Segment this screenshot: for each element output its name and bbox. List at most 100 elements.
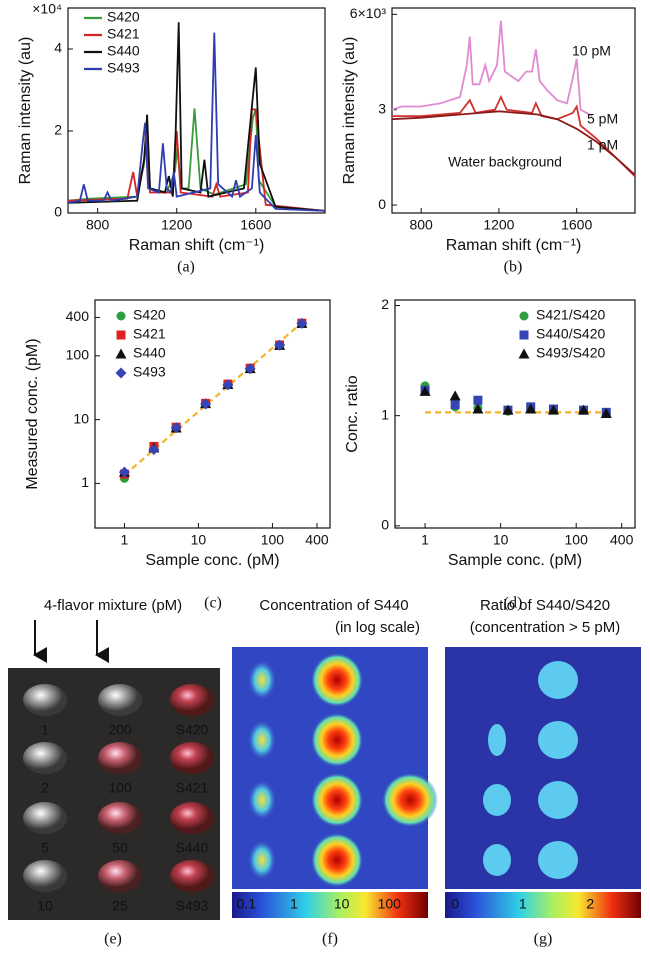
well xyxy=(23,742,67,774)
well-label: S440 xyxy=(176,840,209,856)
panel-letter: (f) xyxy=(322,931,338,948)
panel-subtitle: (concentration > 5 pM) xyxy=(470,619,621,636)
panel-letter: (e) xyxy=(104,931,122,948)
blob xyxy=(311,713,363,767)
panel-title: 4-flavor mixture (pM) xyxy=(44,597,182,614)
legend-label: S493/S420 xyxy=(536,345,605,361)
well xyxy=(170,802,214,834)
x-axis-label: Sample conc. (pM) xyxy=(448,552,582,569)
legend-swatch xyxy=(115,348,127,359)
legend-label: S440/S420 xyxy=(536,326,605,342)
marker xyxy=(600,407,612,418)
x-tick-label: 100 xyxy=(565,532,589,548)
x-tick-label: 400 xyxy=(305,532,329,548)
blob xyxy=(538,781,578,819)
well-label: S420 xyxy=(176,722,209,738)
well xyxy=(98,742,142,774)
x-tick-label: 1 xyxy=(121,532,129,548)
marker xyxy=(244,363,256,375)
legend-swatch xyxy=(116,330,126,340)
legend-label: S493 xyxy=(107,60,140,76)
marker xyxy=(525,403,537,414)
y-tick-label: 2 xyxy=(54,122,62,138)
colorbar-tick-label: 0 xyxy=(451,896,459,912)
marker xyxy=(473,395,483,405)
well-label: 200 xyxy=(108,722,132,738)
well xyxy=(170,684,214,716)
well xyxy=(170,742,214,774)
y-tick-label: 100 xyxy=(66,347,90,363)
y-tick-label: 2 xyxy=(381,296,389,312)
x-axis-label: Raman shift (cm⁻¹) xyxy=(129,237,265,254)
well xyxy=(23,802,67,834)
well-label: 5 xyxy=(41,840,49,856)
well-label: S421 xyxy=(176,780,209,796)
panel-title: Ratio of S440/S420 xyxy=(480,597,610,614)
x-tick-label: 800 xyxy=(86,217,110,233)
panel-letter: (d) xyxy=(504,595,523,612)
marker xyxy=(472,403,484,414)
marker xyxy=(449,390,461,401)
marker xyxy=(170,422,182,434)
spectrum-line xyxy=(391,20,593,117)
well xyxy=(23,684,67,716)
well xyxy=(98,684,142,716)
colorbar-tick-label: 1 xyxy=(519,896,527,912)
blob xyxy=(538,661,578,699)
x-tick-label: 800 xyxy=(409,217,433,233)
marker xyxy=(222,379,234,391)
blob xyxy=(483,844,511,876)
x-axis-label: Sample conc. (pM) xyxy=(145,552,279,569)
well xyxy=(170,860,214,892)
colorbar-tick-label: 10 xyxy=(334,896,350,912)
well-label: 25 xyxy=(112,898,128,914)
marker xyxy=(296,317,308,329)
panel-letter: (c) xyxy=(204,595,222,612)
marker xyxy=(547,404,559,415)
y-tick-label: 0 xyxy=(54,204,62,220)
blob xyxy=(488,724,506,756)
y-tick-label: 0 xyxy=(381,517,389,533)
panel-letter: (b) xyxy=(504,259,523,276)
x-tick-label: 1200 xyxy=(161,217,192,233)
blob xyxy=(311,653,363,707)
marker xyxy=(118,466,130,478)
legend-label: S440 xyxy=(133,345,166,361)
annotation: Water background xyxy=(448,154,562,170)
x-tick-label: 1600 xyxy=(561,217,592,233)
panel-title: Concentration of S440 xyxy=(259,597,408,614)
x-tick-label: 10 xyxy=(191,532,207,548)
well-label: 10 xyxy=(37,898,53,914)
colorbar-tick-label: 100 xyxy=(378,896,402,912)
colorbar-g xyxy=(445,892,641,918)
plot-frame xyxy=(67,7,326,214)
blob xyxy=(248,720,276,760)
x-tick-label: 100 xyxy=(261,532,285,548)
well xyxy=(98,860,142,892)
legend-swatch xyxy=(116,311,126,321)
y-axis-label: Raman intensity (au) xyxy=(341,37,358,185)
well-label: 2 xyxy=(41,780,49,796)
plot-frame xyxy=(391,7,636,214)
x-tick-label: 1 xyxy=(421,532,429,548)
x-tick-label: 1200 xyxy=(483,217,514,233)
blob xyxy=(248,780,276,820)
blob xyxy=(538,841,578,879)
x-tick-label: 1600 xyxy=(240,217,271,233)
blob xyxy=(311,773,363,827)
series-label: 10 pM xyxy=(572,43,611,59)
marker xyxy=(502,404,514,415)
legend-swatch xyxy=(519,311,529,321)
panel-letter: (g) xyxy=(534,931,553,948)
series-label: 5 pM xyxy=(587,111,618,127)
spectrum-line xyxy=(67,22,326,212)
well xyxy=(23,860,67,892)
blob xyxy=(483,784,511,816)
marker xyxy=(274,339,286,351)
legend-swatch xyxy=(519,330,529,340)
spectrum-line xyxy=(67,32,326,212)
marker xyxy=(578,404,590,415)
x-tick-label: 10 xyxy=(493,532,509,548)
legend-swatch xyxy=(115,367,127,379)
